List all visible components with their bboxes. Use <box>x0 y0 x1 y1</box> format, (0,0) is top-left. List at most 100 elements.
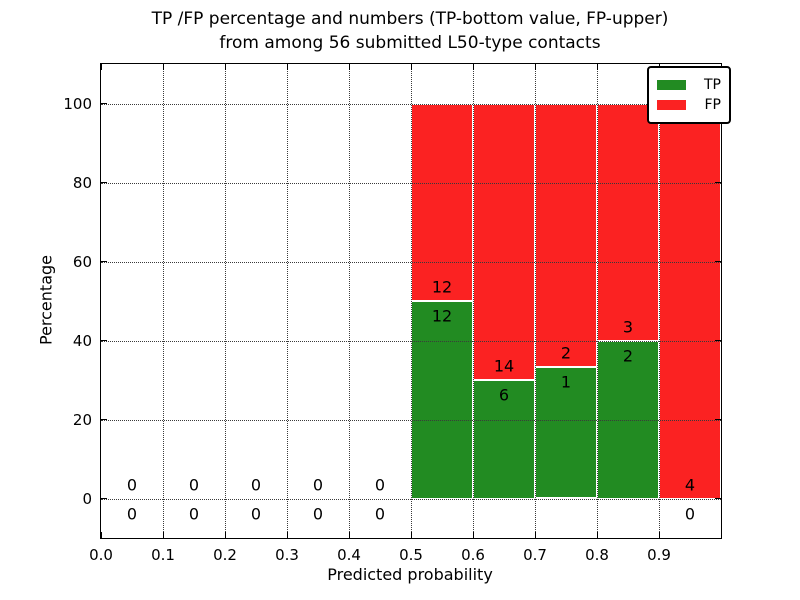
gridline-vertical <box>535 64 536 538</box>
x-tick-label: 0.2 <box>213 546 237 564</box>
bar-fp-segment <box>473 103 535 380</box>
x-axis-tick-top <box>534 64 536 70</box>
x-tick-label: 0.5 <box>399 546 423 564</box>
y-axis-tick <box>101 261 107 262</box>
y-axis-tick-right <box>715 182 721 183</box>
gridline-horizontal <box>101 498 721 500</box>
x-axis-tick <box>286 532 288 538</box>
x-axis-tick <box>348 532 350 538</box>
x-axis-tick <box>658 532 660 538</box>
legend-entry-fp: FP <box>657 97 721 113</box>
tp-count-label: 0 <box>250 504 262 523</box>
x-axis-tick <box>596 532 598 538</box>
y-tick-label: 80 <box>72 173 92 192</box>
x-tick-label: 0.6 <box>461 546 485 564</box>
y-tick-label: 20 <box>72 410 92 429</box>
tp-count-label: 0 <box>312 504 324 523</box>
chart-title-line2: from among 56 submitted L50-type contact… <box>219 33 601 53</box>
x-axis-tick <box>100 532 102 538</box>
gridline-horizontal <box>101 419 721 421</box>
y-axis-tick-right <box>715 498 721 499</box>
tp-count-label: 0 <box>126 504 138 523</box>
y-tick-label: 100 <box>63 94 92 113</box>
y-axis-tick <box>101 103 107 104</box>
fp-count-label: 12 <box>431 277 453 297</box>
x-axis-label: Predicted probability <box>327 565 493 584</box>
x-axis-tick <box>162 532 164 538</box>
legend-label-tp: TP <box>704 77 721 93</box>
bar-fp-segment <box>659 103 721 499</box>
x-axis-tick <box>224 532 226 538</box>
x-axis-tick <box>472 532 474 538</box>
plot-area: 0 0 0 0 0 0 0 0 0 0 12 12 14 6 2 1 3 2 4 0 0.0 0.1 0.2 0.3 0.4 0.… <box>63 63 722 564</box>
fp-count-label: 0 <box>188 475 200 494</box>
x-axis-tick-top <box>410 64 412 70</box>
legend: TP FP <box>647 66 731 124</box>
gridline-horizontal <box>101 261 721 263</box>
fp-count-label: 2 <box>560 343 572 363</box>
gridline-horizontal <box>101 182 721 184</box>
fp-count-label: 0 <box>250 475 262 494</box>
y-axis-tick <box>101 340 107 341</box>
x-tick-label: 0.1 <box>151 546 175 564</box>
x-axis-tick-top <box>472 64 474 70</box>
y-axis-tick-right <box>715 419 721 420</box>
y-axis-tick-right <box>715 340 721 341</box>
gridline-vertical <box>659 64 660 538</box>
fp-count-label: 4 <box>684 475 696 494</box>
y-tick-label: 40 <box>72 331 92 350</box>
fp-count-label: 0 <box>126 475 138 494</box>
y-axis-tick <box>101 498 107 499</box>
gridline-vertical <box>163 64 164 538</box>
legend-entry-tp: TP <box>657 77 721 93</box>
bar-fp-segment <box>411 103 473 301</box>
x-tick-label: 0.0 <box>89 546 113 564</box>
y-tick-label: 0 <box>82 489 92 508</box>
gridline-vertical <box>597 64 598 538</box>
fp-count-label: 14 <box>493 356 515 376</box>
legend-label-fp: FP <box>704 97 722 113</box>
x-axis-tick <box>534 532 536 538</box>
tp-count-label: 12 <box>431 306 453 326</box>
x-axis-tick-top <box>348 64 350 70</box>
gridline-vertical <box>349 64 350 538</box>
x-axis-tick-top <box>224 64 226 70</box>
y-axis-tick-right <box>715 261 721 262</box>
y-axis-tick <box>101 419 107 420</box>
tp-count-label: 6 <box>498 385 510 405</box>
bar-fp-segment <box>535 103 597 367</box>
tp-count-label: 0 <box>374 504 386 523</box>
x-axis-tick-top <box>100 64 102 70</box>
chart-title: TP /FP percentage and numbers (TP-bottom… <box>90 7 730 55</box>
bar-tp-segment <box>411 301 473 499</box>
bar-tp-segment <box>535 366 597 499</box>
y-axis-label: Percentage <box>36 254 56 346</box>
tp-count-label: 1 <box>560 372 572 392</box>
x-axis-tick-top <box>596 64 598 70</box>
y-axis-tick <box>101 182 107 183</box>
x-tick-label: 0.9 <box>647 546 671 564</box>
gridline-horizontal <box>101 103 721 105</box>
gridline-vertical <box>411 64 412 538</box>
fp-count-label: 3 <box>622 317 634 336</box>
gridline-vertical <box>473 64 474 538</box>
x-axis-tick-top <box>286 64 288 70</box>
x-tick-label: 0.4 <box>337 546 361 564</box>
bar-fp-segment <box>597 103 659 341</box>
tp-count-label: 2 <box>622 346 634 365</box>
legend-swatch-tp <box>657 80 686 90</box>
tp-count-label: 0 <box>684 504 696 523</box>
fp-count-label: 0 <box>312 475 324 494</box>
fp-count-label: 0 <box>374 475 386 494</box>
gridline-vertical <box>287 64 288 538</box>
chart-title-line1: TP /FP percentage and numbers (TP-bottom… <box>151 9 669 29</box>
x-axis-tick <box>410 532 412 538</box>
x-axis-tick-top <box>162 64 164 70</box>
x-tick-label: 0.3 <box>275 546 299 564</box>
x-tick-label: 0.7 <box>523 546 547 564</box>
gridline-vertical <box>225 64 226 538</box>
x-tick-label: 0.8 <box>585 546 609 564</box>
tp-count-label: 0 <box>188 504 200 523</box>
gridline-horizontal <box>101 340 721 342</box>
